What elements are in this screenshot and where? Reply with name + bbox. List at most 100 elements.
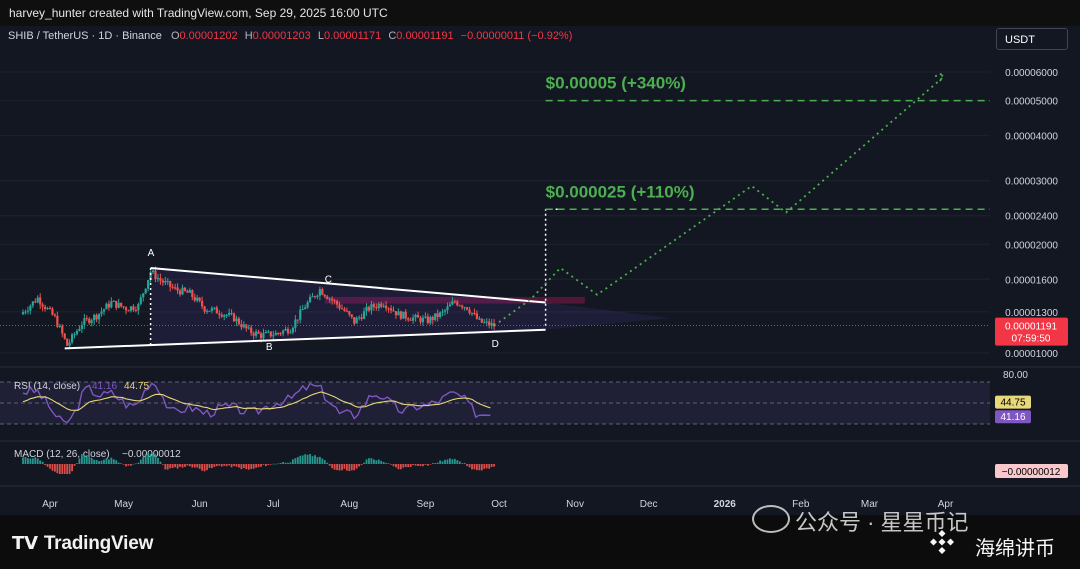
change-value: −0.00000011 (−0.92%) <box>460 30 573 42</box>
macd-histogram-bar <box>186 464 189 466</box>
candle-body <box>48 308 52 310</box>
macd-histogram-bar <box>451 459 454 464</box>
candle-body <box>95 314 98 320</box>
triangle-lower-line <box>64 328 546 350</box>
macd-histogram-bar <box>402 464 405 468</box>
rsi-pane: RSI (14, close) 41.16 44.75 80.00 44.75 41.16 <box>0 370 1031 425</box>
candle-body <box>257 331 260 334</box>
macd-histogram-bar <box>299 455 302 464</box>
macd-histogram-bar <box>407 464 410 468</box>
macd-histogram-bar <box>358 464 361 467</box>
macd-histogram-bar <box>61 464 64 474</box>
triangle-fill <box>64 267 671 349</box>
time-tick-label: 2026 <box>714 499 737 510</box>
candle-body <box>470 312 474 314</box>
macd-histogram-bar <box>238 464 240 468</box>
rsi-title: RSI (14, close) <box>14 381 80 392</box>
macd-histogram-bar <box>103 459 105 464</box>
target-label: $0.00005 (+340%) <box>546 74 686 93</box>
price-axis[interactable]: 0.00006000 0.00005000 0.00004000 0.00003000… <box>990 26 1080 515</box>
candle-body <box>58 325 61 327</box>
candle-body <box>164 281 167 283</box>
macd-histogram-bar <box>41 461 44 464</box>
candle-body <box>409 319 412 321</box>
candle-body <box>443 310 447 312</box>
macd-histogram-bar <box>228 464 231 466</box>
candle-body <box>124 307 128 311</box>
macd-histogram-bar <box>399 464 402 470</box>
macd-histogram-bar <box>88 457 91 464</box>
candle-body <box>171 286 174 288</box>
time-tick-label: Jun <box>192 499 208 510</box>
price-tick-label: 0.00002000 <box>1005 240 1058 251</box>
rsi-value: 41.16 <box>92 381 117 392</box>
macd-histogram-bar <box>58 464 61 474</box>
candle-body <box>306 302 309 308</box>
chart-canvas[interactable]: $0.00005 (+340%) 0.00005000 $0.000025 (+11… <box>0 0 1080 515</box>
candle-body <box>105 303 108 310</box>
macd-histogram-bar <box>382 462 385 464</box>
projection-path <box>493 76 944 327</box>
ohlc-close-value: 0.00001191 <box>396 30 454 42</box>
candle-body <box>377 303 380 308</box>
candle-body <box>326 296 329 299</box>
currency-button[interactable]: USDT <box>996 28 1068 50</box>
candle-body <box>225 314 228 316</box>
candlestick-series <box>21 266 496 349</box>
candle-body <box>73 334 76 336</box>
ohlc-low-key: L <box>317 30 324 42</box>
candle-body <box>186 290 189 293</box>
pattern-point-d: D <box>492 339 499 350</box>
macd-histogram-bar <box>471 464 473 470</box>
time-tick-label: Nov <box>566 499 584 510</box>
macd-histogram-bar <box>110 457 113 464</box>
macd-histogram-bar <box>488 464 491 469</box>
target-label: $0.000025 (+110%) <box>546 182 695 201</box>
candle-body <box>218 313 221 315</box>
time-axis[interactable]: Apr May Jun Jul Aug Sep Oct Nov Dec 2026 Feb Mar Apr <box>42 499 954 510</box>
candle-body <box>247 327 250 329</box>
macd-histogram-bar <box>154 454 157 464</box>
macd-histogram-bar <box>480 464 483 471</box>
candle-body <box>453 301 456 303</box>
macd-histogram-bar <box>169 464 172 469</box>
candle-body <box>29 305 32 311</box>
last-price-bg <box>995 317 1068 346</box>
macd-histogram-bar <box>159 461 162 464</box>
candle-body <box>304 307 307 310</box>
ohlc-open-value: 0.00001202 <box>179 30 238 42</box>
macd-histogram-bar <box>260 464 262 467</box>
candle-body <box>196 297 199 301</box>
candle-body <box>43 306 47 310</box>
macd-histogram-bar <box>208 464 211 468</box>
symbol-name: SHIB / TetherUS · 1D · Binance <box>8 30 162 42</box>
macd-histogram-bar <box>304 454 307 464</box>
macd-histogram-bar <box>294 458 297 464</box>
candle-body <box>134 309 137 311</box>
candle-body <box>262 333 265 339</box>
rsi-tag <box>995 410 1031 424</box>
candle-body <box>291 327 295 333</box>
pattern-point-c: C <box>325 274 332 285</box>
author-watermark: 海绵讲币 <box>975 538 1055 560</box>
macd-histogram-bar <box>83 455 86 464</box>
rsi-ma-line <box>22 391 491 411</box>
candle-body <box>431 316 434 321</box>
rsi-axis-tick: 80.00 <box>1003 370 1028 381</box>
price-tick-label: 0.00006000 <box>1005 68 1058 79</box>
macd-pane: MACD (12, 26, close) −0.00000012 −0.000000… <box>14 449 1068 478</box>
macd-histogram-bar <box>29 458 32 464</box>
candle-body <box>151 270 155 273</box>
macd-histogram-bar <box>93 459 96 464</box>
tradingview-logo[interactable]: 𝗧𝗩 TradingView <box>12 533 153 555</box>
candle-body <box>385 305 388 309</box>
macd-histogram-bar <box>431 463 434 464</box>
candle-body <box>448 304 452 307</box>
pattern-point-a: A <box>148 248 155 259</box>
target-lines: $0.00005 (+340%) 0.00005000 $0.000025 (+11… <box>545 74 1068 218</box>
macd-histogram-bar <box>115 460 118 464</box>
macd-histogram-bar <box>419 464 422 467</box>
candle-body <box>115 300 118 308</box>
channel-watermark: 公众号 · 星星币记 <box>795 510 969 535</box>
macd-histogram-bar <box>203 464 206 472</box>
